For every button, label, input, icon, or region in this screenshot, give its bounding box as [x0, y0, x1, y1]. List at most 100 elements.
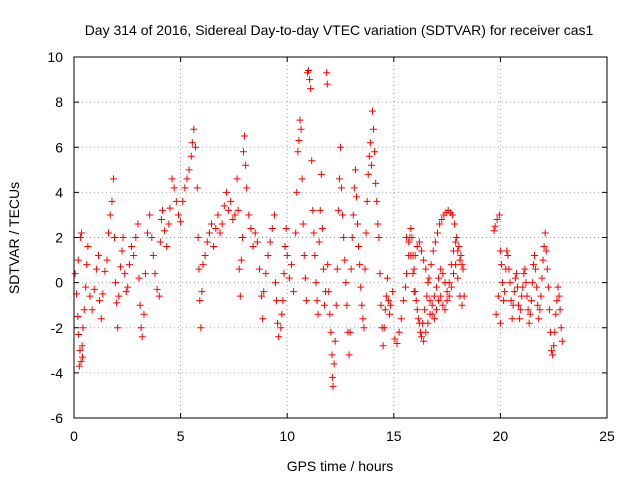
data-point — [293, 188, 301, 196]
data-point — [315, 238, 323, 246]
data-point — [114, 324, 122, 332]
data-point — [132, 234, 140, 241]
data-point — [298, 175, 306, 183]
data-point — [443, 288, 451, 296]
data-point — [305, 67, 313, 75]
data-point — [361, 265, 369, 273]
y-tick-label: -2 — [51, 320, 64, 336]
data-point — [367, 161, 375, 169]
data-point — [136, 301, 144, 309]
data-point — [243, 184, 251, 192]
data-point — [434, 229, 442, 237]
data-point — [383, 274, 391, 282]
data-point — [435, 274, 443, 282]
data-point — [101, 267, 109, 275]
data-point — [158, 206, 166, 214]
data-point — [541, 229, 549, 237]
data-point — [148, 234, 156, 241]
data-point — [374, 220, 382, 228]
data-point — [201, 252, 209, 260]
data-point — [428, 301, 436, 309]
data-point — [413, 243, 421, 251]
data-point — [557, 324, 565, 332]
data-point — [187, 152, 195, 160]
data-point — [425, 274, 433, 282]
data-point — [125, 261, 133, 269]
data-point — [179, 197, 187, 205]
data-point — [197, 324, 205, 332]
data-point — [356, 261, 364, 269]
data-point — [74, 312, 82, 320]
data-point — [112, 279, 120, 287]
data-point — [311, 252, 319, 260]
data-point — [278, 310, 286, 318]
data-point — [414, 315, 422, 323]
data-point — [494, 292, 502, 300]
data-point — [109, 175, 117, 183]
data-point — [242, 161, 250, 169]
data-point — [212, 224, 220, 232]
data-point — [231, 211, 239, 219]
data-point — [415, 238, 423, 246]
data-point — [403, 270, 411, 278]
data-point — [420, 256, 428, 264]
data-point — [499, 279, 507, 287]
data-point — [503, 247, 511, 255]
data-point — [548, 346, 556, 354]
data-point — [296, 116, 304, 124]
data-point — [328, 351, 336, 359]
data-point — [323, 80, 331, 88]
data-point — [74, 256, 82, 264]
data-point — [422, 328, 430, 336]
data-point — [382, 292, 390, 300]
data-point — [317, 170, 325, 178]
data-point — [384, 297, 392, 305]
data-point — [166, 204, 174, 212]
data-point — [153, 285, 161, 293]
data-point — [203, 238, 211, 246]
data-point — [96, 297, 104, 305]
data-point — [352, 193, 360, 201]
data-point — [285, 274, 293, 282]
data-point — [331, 337, 339, 345]
data-point — [283, 252, 291, 260]
data-point — [274, 319, 282, 327]
data-point — [339, 211, 347, 219]
data-point — [270, 211, 278, 219]
data-point — [438, 215, 446, 223]
data-point — [332, 301, 340, 309]
data-point — [551, 328, 559, 336]
data-point — [235, 265, 243, 273]
data-point — [325, 288, 333, 296]
data-point — [348, 234, 356, 241]
data-point — [234, 206, 242, 214]
x-axis-label: GPS time / hours — [287, 458, 394, 474]
data-point — [550, 342, 558, 350]
data-point — [144, 229, 152, 237]
data-point — [456, 256, 464, 264]
data-point — [500, 297, 508, 305]
data-point — [170, 184, 178, 192]
y-tick-label: 4 — [55, 184, 63, 200]
data-point — [258, 292, 266, 300]
data-point — [84, 243, 92, 251]
data-point — [177, 218, 185, 226]
x-tick-label: 15 — [386, 428, 402, 444]
data-point — [238, 234, 246, 241]
data-point — [255, 265, 263, 273]
data-point — [537, 292, 545, 300]
data-point — [190, 125, 198, 133]
data-point — [290, 288, 298, 296]
data-point — [253, 238, 261, 246]
data-point — [529, 261, 537, 269]
data-point — [205, 229, 213, 237]
data-point — [373, 197, 381, 205]
data-point — [397, 315, 405, 323]
data-point — [122, 288, 130, 296]
y-tick-label: 2 — [55, 230, 63, 246]
data-point — [239, 148, 247, 156]
data-point — [409, 270, 417, 278]
data-point — [137, 324, 145, 332]
data-point — [106, 211, 114, 219]
data-point — [507, 297, 515, 305]
